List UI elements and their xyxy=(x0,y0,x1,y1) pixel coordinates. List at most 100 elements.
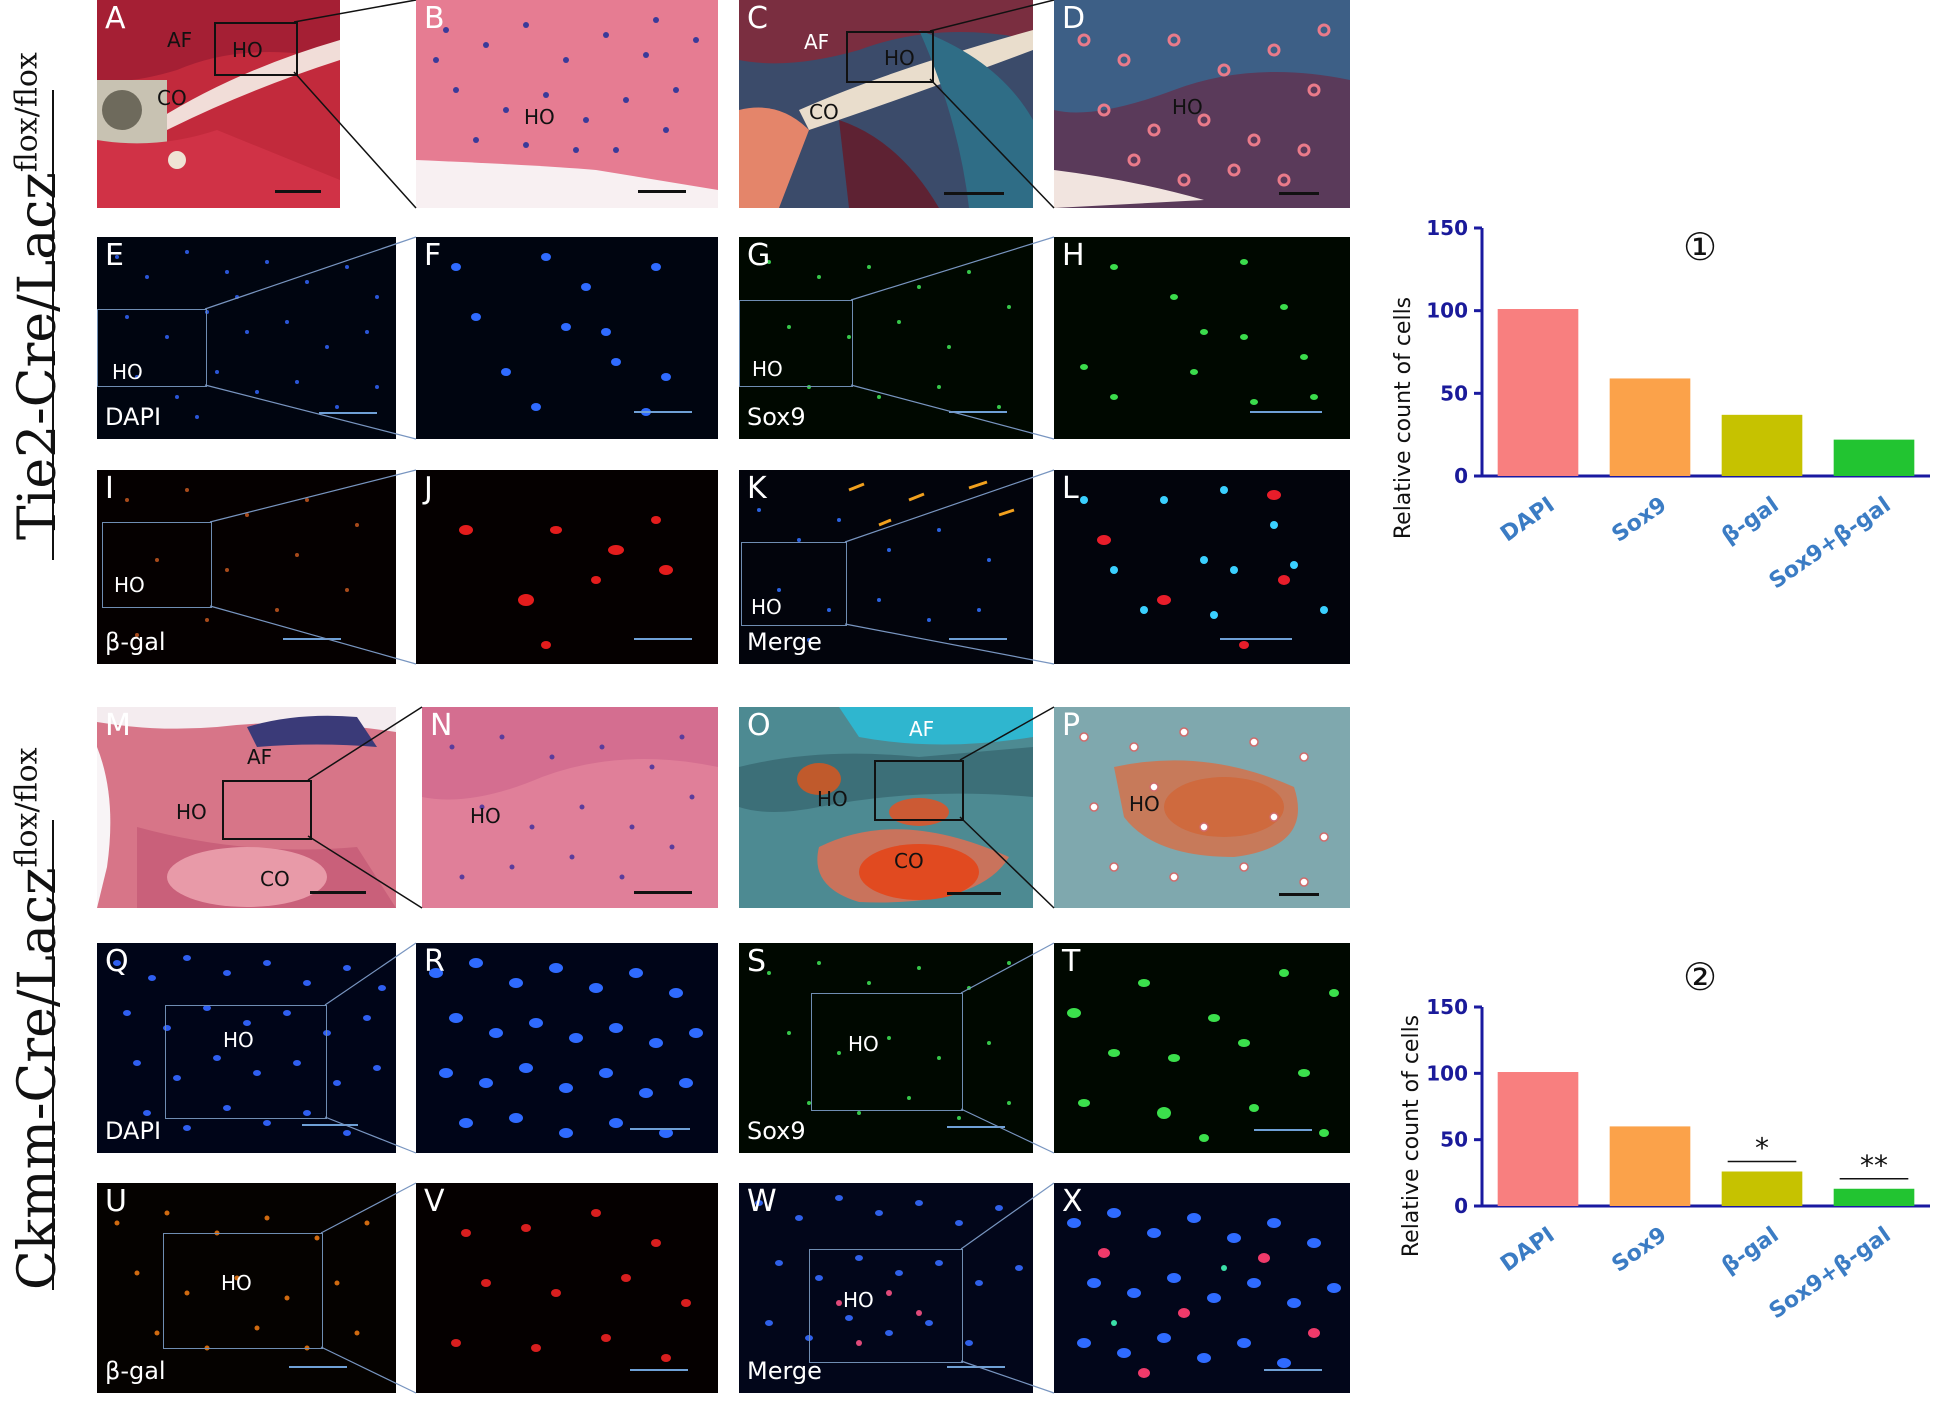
panel-D: D HO xyxy=(1054,0,1350,208)
y-axis-label: Relative count of cells xyxy=(1399,1015,1424,1257)
stain-label: β-gal xyxy=(105,628,166,656)
panel-B: B HO xyxy=(416,0,718,208)
label-HO: HO xyxy=(114,573,145,597)
scale-bar xyxy=(1254,1129,1312,1131)
panel-G: G HO Sox9 xyxy=(739,237,1033,439)
scale-bar xyxy=(634,638,692,640)
chart-title: ② xyxy=(1683,955,1717,999)
bar xyxy=(1497,309,1579,476)
panel-letter: S xyxy=(747,944,767,979)
panel-V: V xyxy=(416,1183,718,1393)
label-HO: HO xyxy=(112,360,143,384)
y-tick-label: 150 xyxy=(1426,995,1468,1019)
roi-box xyxy=(811,993,963,1111)
category-label: Sox9+β-gal xyxy=(1765,492,1896,594)
scale-bar xyxy=(275,190,321,193)
roi-box xyxy=(809,1249,963,1363)
scale-bar xyxy=(1250,411,1322,413)
panel-letter: G xyxy=(747,238,771,273)
bar xyxy=(1609,378,1691,476)
label-HO: HO xyxy=(176,800,207,824)
label-AF: AF xyxy=(909,717,935,741)
bar xyxy=(1721,414,1803,476)
panel-H: H xyxy=(1054,237,1350,439)
scale-bar xyxy=(947,1366,1005,1368)
panel-letter: I xyxy=(105,471,114,506)
panel-T: T xyxy=(1054,943,1350,1153)
row-label-tie2: Tie2-Cre/Laczflox/flox xyxy=(8,52,68,540)
stain-label: Sox9 xyxy=(747,403,806,431)
scale-bar xyxy=(947,892,1001,895)
roi-box xyxy=(163,1233,323,1349)
label-HO: HO xyxy=(223,1028,254,1052)
row-label-ckmm: Ckmm-Cre/Laczflox/flox xyxy=(8,747,68,1290)
bar xyxy=(1833,1188,1915,1206)
label-HO: HO xyxy=(843,1288,874,1312)
bar xyxy=(1721,1171,1803,1206)
panel-X: X xyxy=(1054,1183,1350,1393)
scale-bar xyxy=(949,411,1007,413)
label-HO: HO xyxy=(848,1032,879,1056)
label-HO: HO xyxy=(817,787,848,811)
category-label: β-gal xyxy=(1717,1222,1783,1279)
y-tick-label: 100 xyxy=(1426,1061,1468,1085)
panel-letter: A xyxy=(105,1,126,36)
panel-F: F xyxy=(416,237,718,439)
panel-P: P HO xyxy=(1054,707,1350,908)
category-label: Sox9 xyxy=(1608,492,1672,547)
panel-letter: M xyxy=(105,708,131,743)
scale-bar xyxy=(289,1366,347,1368)
scale-bar xyxy=(1279,893,1319,896)
panel-letter: W xyxy=(747,1184,777,1219)
scale-bar xyxy=(947,1126,1005,1128)
panel-letter: H xyxy=(1062,238,1085,273)
panel-letter: B xyxy=(424,1,445,36)
panel-N: N HO xyxy=(422,707,718,908)
category-label: Sox9+β-gal xyxy=(1765,1222,1896,1324)
stain-label: DAPI xyxy=(105,1117,162,1145)
panel-letter: O xyxy=(747,708,771,743)
stain-label: Sox9 xyxy=(747,1117,806,1145)
scale-bar xyxy=(949,638,1007,640)
label-HO: HO xyxy=(884,46,915,70)
panel-M: M AF HO CO xyxy=(97,707,396,908)
panel-R: R xyxy=(416,943,718,1153)
label-HO: HO xyxy=(1129,792,1160,816)
y-axis-label: Relative count of cells xyxy=(1391,297,1416,539)
panel-letter: Q xyxy=(105,944,129,979)
panel-W: W HO Merge xyxy=(739,1183,1033,1393)
y-tick-label: 150 xyxy=(1426,220,1468,240)
category-label: Sox9 xyxy=(1608,1222,1672,1277)
panel-letter: C xyxy=(747,1,768,36)
panel-Q: Q HO DAPI xyxy=(97,943,396,1153)
scale-bar xyxy=(302,1124,358,1126)
panel-letter: K xyxy=(747,471,767,506)
panel-O: O AF HO CO xyxy=(739,707,1033,908)
panel-J: J xyxy=(416,470,718,664)
y-tick-label: 0 xyxy=(1454,464,1468,488)
panel-C: C AF HO CO xyxy=(739,0,1033,208)
y-tick-label: 50 xyxy=(1440,381,1468,405)
row-label-tie2-main: Tie2-Cre/Lacz xyxy=(8,172,68,540)
label-CO: CO xyxy=(260,867,290,891)
panel-letter: R xyxy=(424,944,445,979)
scale-bar xyxy=(310,891,366,894)
scale-bar xyxy=(944,192,1004,195)
y-tick-label: 0 xyxy=(1454,1194,1468,1218)
row-label-ckmm-sup: flox/flox xyxy=(9,747,45,868)
label-AF: AF xyxy=(804,30,830,54)
panel-A: A AF HO CO xyxy=(97,0,340,208)
scale-bar xyxy=(319,412,377,414)
label-AF: AF xyxy=(167,28,193,52)
scale-bar xyxy=(1264,1369,1322,1371)
panel-U: U HO β-gal xyxy=(97,1183,396,1393)
panel-K: K HO Merge xyxy=(739,470,1033,664)
stain-label: β-gal xyxy=(105,1357,166,1385)
label-AF: AF xyxy=(247,745,273,769)
label-CO: CO xyxy=(809,100,839,124)
roi-box xyxy=(222,780,312,840)
significance-marker: * xyxy=(1755,1132,1769,1165)
y-tick-label: 50 xyxy=(1440,1128,1468,1152)
panel-letter: L xyxy=(1062,471,1079,506)
scale-bar xyxy=(1279,192,1319,195)
